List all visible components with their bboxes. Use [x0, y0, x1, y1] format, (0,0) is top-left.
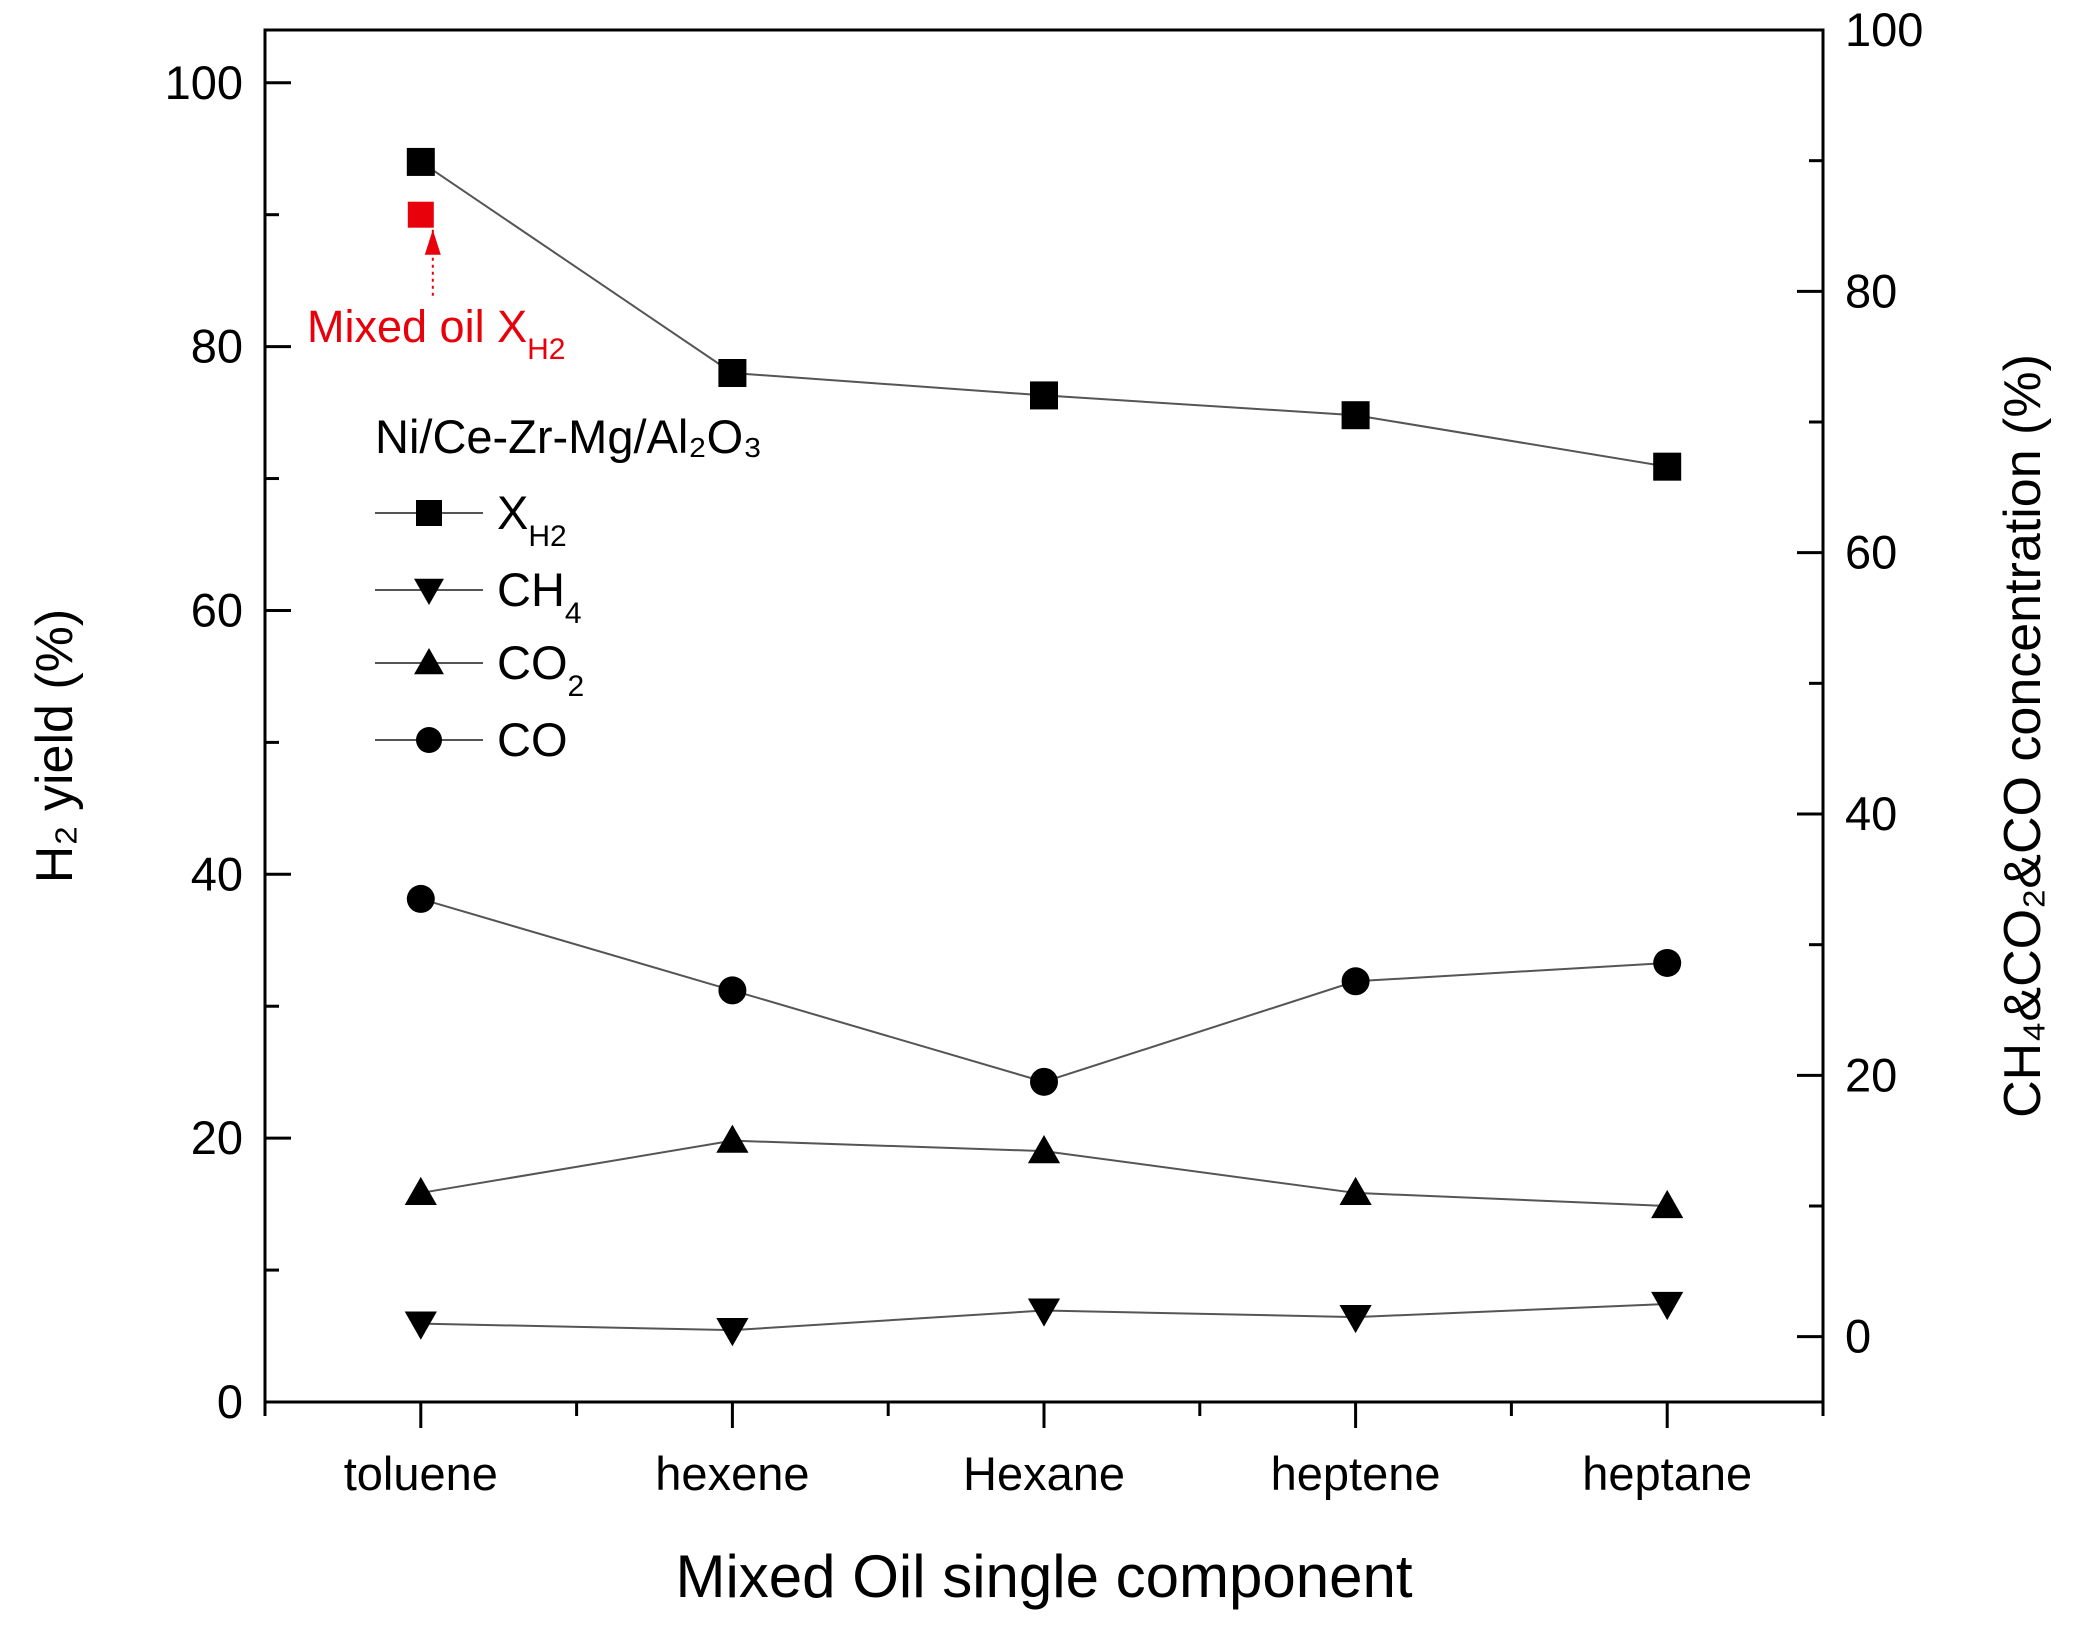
data-point [1339, 1304, 1372, 1334]
x-tick-label: heptane [1582, 1447, 1752, 1500]
legend-label: XH2 [497, 486, 567, 553]
series-x-h2 [406, 147, 1682, 481]
legend-label: CH4 [497, 563, 582, 630]
data-point [1651, 1189, 1684, 1219]
left-tick-label: 80 [191, 320, 243, 373]
legend-marker [416, 500, 442, 526]
axes: 0 20 40 60 80 100 0 20 40 60 80 100 toluene hexene Hex… [165, 3, 1924, 1500]
data-point [718, 359, 747, 387]
right-tick-label: 0 [1845, 1310, 1871, 1363]
series-layer [404, 147, 1684, 1347]
legend-item: CO [375, 713, 568, 766]
data-point [1653, 948, 1682, 977]
legend-marker [414, 578, 444, 605]
x-axis-title: Mixed Oil single component [675, 1543, 1412, 1610]
legend-item: CH4 [375, 563, 582, 630]
x-tick-label: hexene [655, 1447, 809, 1500]
data-point [404, 1176, 437, 1206]
data-point [1651, 1291, 1684, 1321]
data-point [1339, 1176, 1372, 1206]
data-point [404, 1311, 437, 1340]
series-ch4 [404, 1291, 1684, 1347]
data-point [1030, 381, 1058, 410]
legend-marker [416, 727, 442, 753]
series-co2 [404, 1124, 1684, 1219]
annotation-marker [407, 201, 434, 228]
legend-marker [414, 648, 444, 675]
data-point [1653, 452, 1682, 481]
data-point [1030, 1067, 1058, 1096]
axis-titles: Mixed Oil single component H₂ yield (%) CH… [26, 354, 2052, 1610]
right-axis-title: CH₄&CO₂&CO concentration (%) [1994, 354, 2052, 1118]
data-point [406, 884, 435, 913]
legend-item: XH2 [375, 486, 567, 553]
left-tick-label: 40 [191, 847, 243, 900]
data-point [1027, 1135, 1061, 1164]
right-tick-label: 40 [1845, 787, 1897, 840]
left-tick-label: 20 [191, 1111, 243, 1164]
legend-catalyst-label: Ni/Ce-Zr-Mg/Al₂O₃ [375, 410, 762, 463]
data-point [1341, 967, 1370, 996]
data-point [716, 1124, 749, 1153]
x-tick-label: heptene [1271, 1447, 1441, 1500]
left-tick-label: 0 [217, 1375, 243, 1428]
legend-label: CO [497, 713, 568, 766]
data-point [718, 976, 747, 1005]
right-tick-label: 100 [1845, 3, 1923, 56]
left-tick-label: 60 [191, 583, 243, 636]
legend-label: CO2 [497, 636, 584, 703]
series-line [420, 897, 1668, 1083]
annotation-arrowhead [424, 229, 441, 255]
annotation-layer: Mixed oil XH2 [307, 201, 565, 366]
x-tick-label: toluene [344, 1447, 498, 1500]
right-tick-label: 80 [1845, 264, 1897, 317]
data-point [1341, 401, 1370, 430]
data-point [1027, 1298, 1061, 1327]
x-tick-label: Hexane [963, 1447, 1125, 1500]
annotation-label: Mixed oil XH2 [307, 301, 565, 366]
series-co [406, 884, 1682, 1096]
data-point [406, 147, 435, 176]
legend-item: CO2 [375, 636, 584, 703]
right-tick-label: 60 [1845, 526, 1897, 579]
left-axis-title: H₂ yield (%) [26, 609, 84, 883]
right-tick-label: 20 [1845, 1048, 1897, 1101]
left-tick-label: 100 [165, 56, 243, 109]
data-point [716, 1318, 749, 1347]
